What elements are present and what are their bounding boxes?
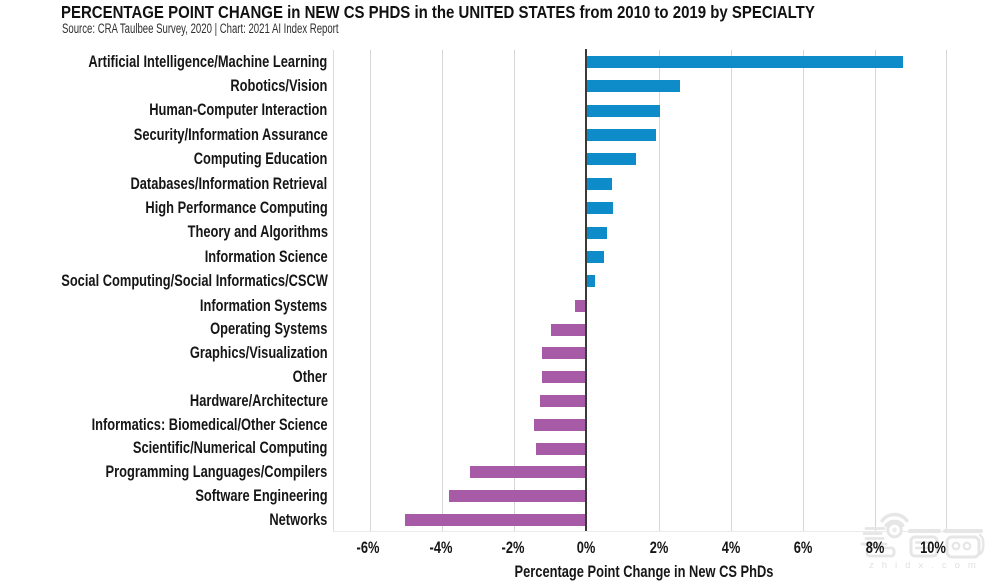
svg-text:zhidx.com: zhidx.com [869, 560, 984, 571]
